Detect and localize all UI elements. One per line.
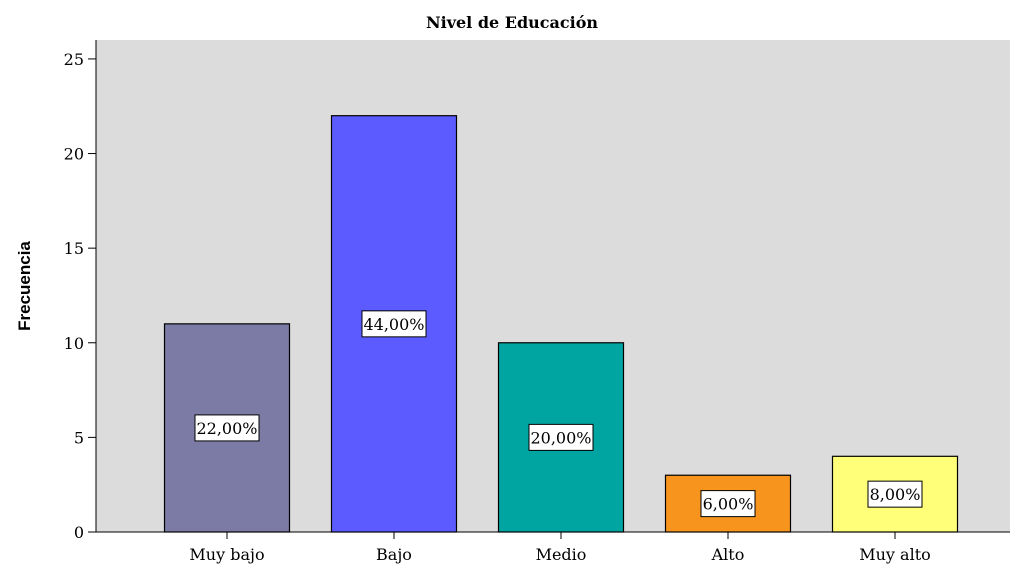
y-tick-label: 25 bbox=[64, 50, 84, 69]
y-tick-label: 5 bbox=[74, 428, 84, 447]
y-tick-label: 15 bbox=[64, 239, 84, 258]
x-tick-label: Medio bbox=[536, 545, 587, 564]
data-label: 44,00% bbox=[363, 315, 424, 334]
chart-title: Nivel de Educación bbox=[426, 13, 598, 32]
y-tick-label: 0 bbox=[74, 523, 84, 542]
x-tick-label: Muy bajo bbox=[189, 545, 264, 564]
data-label-box bbox=[867, 480, 923, 508]
data-label: 6,00% bbox=[703, 495, 754, 514]
x-tick-label: Muy alto bbox=[859, 545, 931, 564]
data-label-box bbox=[194, 414, 260, 442]
data-label-box bbox=[361, 310, 427, 338]
data-label: 20,00% bbox=[530, 428, 591, 447]
data-label-box bbox=[528, 423, 594, 451]
x-tick-label: Bajo bbox=[376, 545, 412, 564]
y-axis-title: Frecuencia bbox=[15, 241, 34, 331]
data-label-box bbox=[700, 490, 756, 518]
axes: Muy bajo Bajo Medio Alto Muy alto 0 5 10 15 20 25 bbox=[64, 40, 1010, 564]
x-tick-label: Alto bbox=[711, 545, 745, 564]
y-tick-label: 20 bbox=[64, 145, 84, 164]
data-label: 22,00% bbox=[196, 419, 257, 438]
y-tick-label: 10 bbox=[64, 334, 84, 353]
data-label: 8,00% bbox=[870, 485, 921, 504]
